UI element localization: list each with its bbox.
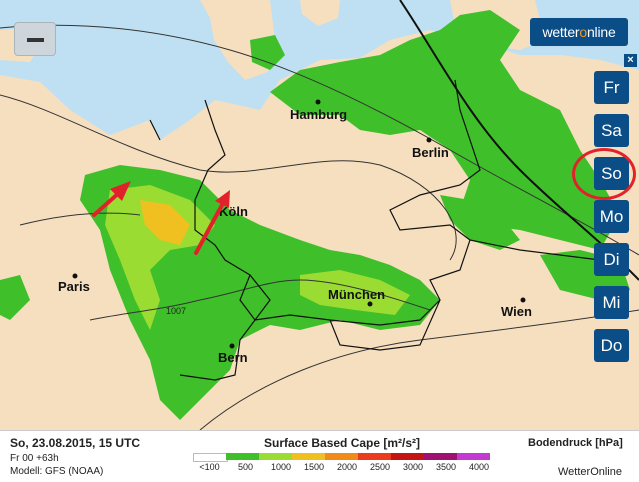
svg-text:Köln: Köln [219,204,248,219]
isobar-label: 1007 [166,306,186,316]
footer-brand: WetterOnline [558,466,622,478]
scale-tick-label: 4000 [469,462,490,472]
scale-tick-label: 500 [238,462,254,472]
brand-suffix: nline [586,24,616,40]
scale-swatch [457,453,490,460]
city-berlin[interactable]: Berlin [412,137,449,161]
scale-tick-label: 2500 [370,462,391,472]
cape-fields [0,10,630,420]
country-borders [149,79,601,381]
scale-tick-label: 1500 [304,462,325,472]
scale-tick-label: 1000 [271,462,292,472]
scale-swatch [226,453,259,460]
isobars [0,24,639,430]
close-icon[interactable]: × [624,54,637,67]
day-button-di[interactable]: Di [594,243,629,276]
scale-tick-label: 3500 [436,462,457,472]
day-button-sa[interactable]: Sa [594,114,629,147]
cape-scale-title: Surface Based Cape [m²/s²] [264,436,421,450]
day-button-fr[interactable]: Fr [594,71,629,104]
scale-swatch [259,453,292,460]
svg-text:Berlin: Berlin [412,145,449,160]
forecast-run: Fr 00 +63h [10,453,59,464]
fronts [399,0,639,281]
brand-logo: wetteronline [530,18,628,46]
svg-text:Bern: Bern [218,350,248,365]
brand-prefix: wetter [542,24,580,40]
city-hamburg[interactable]: Hamburg [290,99,347,123]
day-button-do[interactable]: Do [594,329,629,362]
selected-day-highlight [572,148,636,200]
day-button-mi[interactable]: Mi [594,286,629,319]
zoom-out-button[interactable] [14,22,56,56]
arrow-west-icon [92,181,131,217]
weather-map[interactable]: 1007 Hamburg Berlin Köln [0,0,639,430]
scale-swatch [358,453,391,460]
annotation-arrows [92,181,230,255]
scale-swatch [325,453,358,460]
scale-swatch [424,453,457,460]
legend-bar: So, 23.08.2015, 15 UTC Fr 00 +63h Modell… [0,430,639,482]
arrow-koeln-icon [194,190,230,255]
forecast-model: Modell: GFS (NOAA) [10,466,104,477]
brand-accent: o [579,24,587,40]
forecast-date: So, 23.08.2015, 15 UTC [10,436,141,450]
day-button-mo[interactable]: Mo [594,200,629,233]
scale-swatch [193,453,228,462]
scale-tick-label: 3000 [403,462,424,472]
scale-tick-label: 2000 [337,462,358,472]
pressure-title: Bodendruck [hPa] [528,437,623,449]
svg-text:München: München [328,287,385,302]
scale-swatch [391,453,424,460]
city-wien[interactable]: Wien [501,297,532,320]
city-bern[interactable]: Bern [218,343,248,366]
svg-text:Hamburg: Hamburg [290,107,347,122]
city-paris[interactable]: Paris [58,273,90,295]
city-markers: Hamburg Berlin Köln Paris München Wien [58,99,532,366]
svg-text:Wien: Wien [501,304,532,319]
city-muenchen[interactable]: München [328,287,385,307]
svg-text:Paris: Paris [58,279,90,294]
minus-icon [27,38,44,42]
scale-swatch [292,453,325,460]
scale-tick-label: <100 [199,462,220,472]
